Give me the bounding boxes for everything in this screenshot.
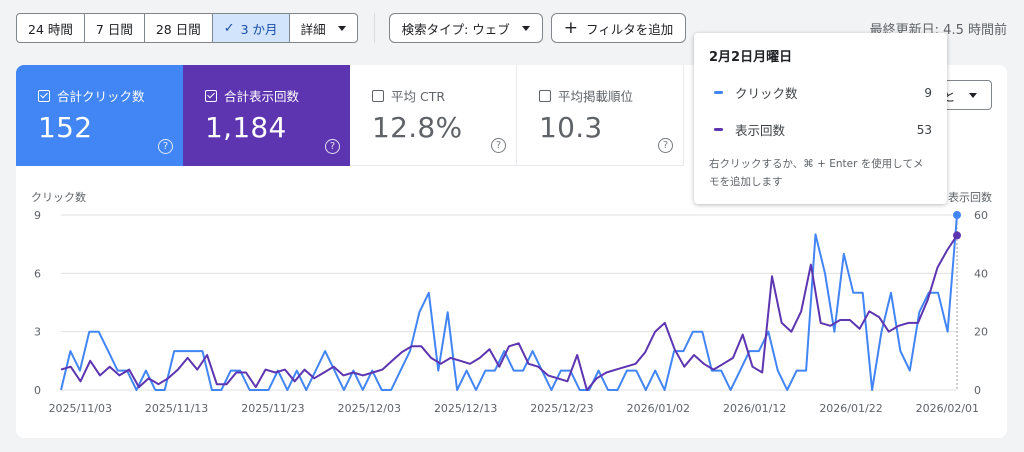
clicks-swatch-icon bbox=[714, 91, 723, 94]
checkbox-icon[interactable] bbox=[372, 89, 384, 102]
metric-value: 1,184 bbox=[205, 111, 287, 144]
metric-label: 平均掲載順位 bbox=[558, 89, 634, 104]
checkbox-checked-icon[interactable] bbox=[38, 89, 50, 102]
metric-value: 152 bbox=[38, 111, 93, 144]
x-tick-label: 2025/12/13 bbox=[434, 402, 497, 415]
search-type-label: 検索タイプ: ウェブ bbox=[401, 21, 510, 37]
tooltip-row-name: 表示回数 bbox=[735, 123, 786, 138]
chevron-down-icon bbox=[521, 25, 530, 31]
y-left-tick-label: 6 bbox=[34, 267, 41, 280]
y-left-tick-label: 3 bbox=[34, 326, 41, 339]
tooltip-date: 2月2日月曜日 bbox=[709, 50, 793, 65]
y-left-tick-label: 0 bbox=[34, 384, 41, 397]
help-icon[interactable]: ? bbox=[491, 138, 506, 153]
y-right-tick-label: 60 bbox=[974, 209, 988, 222]
x-tick-label: 2025/11/03 bbox=[49, 402, 112, 415]
metric-value: 12.8% bbox=[372, 111, 463, 144]
search-type-dropdown[interactable]: 検索タイプ: ウェブ bbox=[388, 13, 543, 43]
metric-label: 合計クリック数 bbox=[57, 89, 145, 104]
impressions-series-line bbox=[60, 234, 958, 391]
impressions-swatch-icon bbox=[714, 128, 723, 131]
tooltip-row-value: 9 bbox=[924, 85, 932, 100]
plus-icon: + bbox=[563, 17, 579, 38]
y-left-tick-label: 9 bbox=[34, 209, 41, 222]
x-tick-label: 2026/02/01 bbox=[916, 402, 979, 415]
y-right-tick-label: 0 bbox=[974, 384, 981, 397]
toolbar-divider bbox=[373, 13, 375, 43]
tooltip-row-clicks: クリック数 9 bbox=[709, 83, 932, 102]
metric-label: 合計表示回数 bbox=[224, 89, 300, 104]
metric-tile-impressions[interactable]: 合計表示回数 1,184 ? bbox=[183, 65, 350, 166]
range-24h[interactable]: 24 時間 bbox=[17, 14, 85, 42]
performance-chart[interactable]: 0 3 6 9 クリック数 0 20 40 60 表示回数 2025/11/03 2025/11/13… bbox=[16, 65, 1007, 438]
range-3m[interactable]: ✓ 3 か月 bbox=[212, 14, 290, 42]
range-3m-label: 3 か月 bbox=[240, 21, 278, 37]
tooltip-row-impressions: 表示回数 53 bbox=[709, 120, 932, 139]
clicks-hover-point bbox=[953, 211, 961, 219]
metric-value: 10.3 bbox=[539, 111, 603, 144]
range-detail-label: 詳細 bbox=[300, 21, 326, 37]
range-7d[interactable]: 7 日間 bbox=[85, 14, 145, 42]
range-detail-dropdown[interactable]: 詳細 bbox=[290, 14, 357, 42]
check-icon: ✓ bbox=[223, 20, 235, 36]
x-tick-label: 2026/01/22 bbox=[819, 402, 882, 415]
add-filter-label: フィルタを追加 bbox=[586, 21, 674, 37]
date-range-selector: 24 時間 7 日間 28 日間 ✓ 3 か月 詳細 bbox=[16, 13, 358, 43]
checkbox-icon[interactable] bbox=[539, 89, 551, 102]
tooltip-hint: 右クリックするか、⌘ + Enter を使用してメモを追加します bbox=[709, 158, 924, 188]
add-filter-button[interactable]: + フィルタを追加 bbox=[550, 13, 687, 43]
help-icon[interactable]: ? bbox=[158, 139, 173, 154]
metric-tiles: 合計クリック数 152 ? 合計表示回数 1,184 ? 平均 CTR 12.8… bbox=[16, 65, 684, 166]
chevron-down-icon bbox=[337, 25, 346, 31]
metric-tile-clicks[interactable]: 合計クリック数 152 ? bbox=[16, 65, 183, 166]
checkbox-checked-icon[interactable] bbox=[205, 89, 217, 102]
toolbar: 24 時間 7 日間 28 日間 ✓ 3 か月 詳細 検索タイプ: ウェブ + … bbox=[16, 13, 694, 43]
chart-tooltip: 2月2日月曜日 クリック数 9 表示回数 53 右クリックするか、⌘ + Ent… bbox=[694, 33, 947, 204]
help-icon[interactable]: ? bbox=[658, 138, 673, 153]
clicks-series-line bbox=[60, 214, 958, 391]
y-right-tick-label: 20 bbox=[974, 326, 988, 339]
impressions-hover-point bbox=[953, 231, 961, 240]
range-28d[interactable]: 28 日間 bbox=[145, 14, 213, 42]
x-tick-label: 2025/11/23 bbox=[241, 402, 304, 415]
tooltip-row-value: 53 bbox=[916, 122, 932, 137]
x-tick-label: 2026/01/12 bbox=[723, 402, 786, 415]
metric-tile-position[interactable]: 平均掲載順位 10.3 ? bbox=[517, 65, 684, 166]
x-tick-label: 2025/11/13 bbox=[145, 402, 208, 415]
y-right-axis-label: 表示回数 bbox=[948, 190, 992, 204]
y-left-axis-label: クリック数 bbox=[31, 191, 86, 204]
tooltip-row-name: クリック数 bbox=[735, 86, 798, 101]
x-tick-label: 2026/01/02 bbox=[627, 402, 690, 415]
x-tick-label: 2025/12/03 bbox=[338, 402, 401, 415]
y-right-tick-label: 40 bbox=[974, 267, 988, 280]
chevron-down-icon bbox=[969, 93, 977, 98]
x-tick-label: 2025/12/23 bbox=[530, 402, 593, 415]
help-icon[interactable]: ? bbox=[325, 139, 340, 154]
performance-card: 合計クリック数 152 ? 合計表示回数 1,184 ? 平均 CTR 12.8… bbox=[16, 65, 1007, 438]
metric-tile-ctr[interactable]: 平均 CTR 12.8% ? bbox=[350, 65, 517, 166]
metric-label: 平均 CTR bbox=[391, 89, 446, 104]
